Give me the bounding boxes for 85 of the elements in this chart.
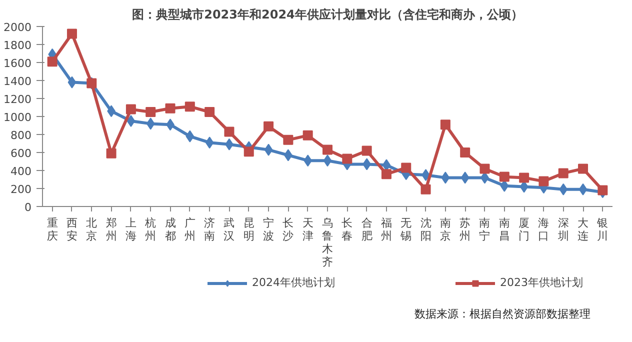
x-tick-label: 乌鲁木齐: [322, 216, 333, 268]
point: [126, 104, 136, 114]
y-tick-label: 2000: [4, 21, 32, 34]
point: [420, 184, 431, 194]
x-tick-label: 宁波: [263, 216, 274, 242]
point: [322, 144, 332, 155]
x-tick-label: 西安: [66, 216, 78, 242]
x-tick-label: 海口: [538, 216, 550, 242]
y-tick-label: 1600: [4, 57, 32, 70]
x-tick-label: 杭州: [144, 216, 156, 242]
point: [146, 107, 156, 117]
point: [441, 172, 450, 184]
x-tick-label: 福州: [380, 216, 392, 242]
point: [66, 28, 77, 39]
x-tick-label: 成都: [164, 216, 176, 242]
point: [519, 172, 530, 183]
x-tick-label: 广州: [184, 216, 196, 242]
legend-label: 2023年供地计划: [500, 275, 583, 290]
point: [47, 56, 58, 67]
x-tick-label: 济南: [204, 216, 216, 242]
point: [304, 154, 312, 167]
point: [184, 102, 195, 112]
x-tick-label: 上海: [125, 216, 136, 242]
point: [381, 169, 392, 180]
point: [499, 172, 510, 182]
x-tick-label: 昆明: [243, 216, 254, 242]
point: [323, 154, 332, 167]
x-tick-label: 厦门: [518, 216, 530, 242]
x-tick-label: 长沙: [282, 216, 294, 242]
x-tick-label: 深圳: [556, 216, 569, 242]
point: [146, 118, 155, 130]
y-tick-label: 1200: [4, 93, 32, 106]
point: [460, 172, 470, 184]
point: [224, 126, 234, 137]
x-tick-label: 南昌: [498, 216, 510, 242]
point: [205, 136, 214, 149]
point: [578, 183, 588, 196]
point: [106, 148, 116, 158]
x-tick-label: 北京: [86, 216, 98, 242]
y-tick-label: 1000: [4, 111, 32, 124]
point: [204, 107, 215, 117]
point: [264, 144, 273, 156]
y-tick-label: 1800: [4, 39, 32, 52]
x-tick-label: 苏州: [460, 216, 471, 242]
y-tick-label: 400: [10, 165, 32, 178]
x-tick-label: 沈阳: [420, 216, 432, 242]
x-tick-label: 银川: [596, 216, 608, 242]
x-tick-label: 南宁: [479, 216, 490, 242]
x-tick-label: 武汉: [224, 216, 235, 242]
point: [342, 154, 352, 164]
y-tick-label: 1400: [4, 75, 32, 88]
point: [598, 185, 608, 196]
x-tick-label: 南京: [440, 216, 451, 242]
x-tick-label: 郑州: [106, 216, 117, 242]
y-tick-label: 600: [10, 147, 32, 160]
point: [244, 146, 254, 157]
point: [165, 103, 176, 114]
x-tick-label: 天津: [302, 216, 314, 242]
point: [578, 164, 588, 174]
point: [460, 148, 470, 158]
y-tick-label: 200: [10, 183, 32, 196]
point: [538, 176, 549, 186]
point: [302, 130, 313, 140]
x-tick-label: 长春: [342, 216, 353, 242]
y-tick-label: 800: [10, 129, 32, 142]
point: [283, 134, 294, 145]
legend-label: 2024年供地计划: [252, 275, 335, 290]
chart-title: 图：典型城市2023年和2024年供应计划量对比（含住宅和商办，公顷）: [132, 8, 523, 22]
point: [401, 162, 412, 173]
x-tick-label: 无锡: [400, 216, 412, 242]
point: [558, 168, 568, 178]
point: [559, 183, 568, 196]
x-tick-label: 重庆: [46, 216, 58, 242]
point: [126, 115, 136, 127]
point: [68, 76, 76, 88]
point: [264, 121, 274, 132]
point: [480, 164, 490, 174]
y-tick-label: 0: [24, 201, 32, 214]
point: [362, 146, 372, 156]
x-tick-label: 大连: [578, 216, 589, 242]
x-tick-label: 合肥: [361, 216, 372, 242]
point: [186, 130, 194, 142]
point: [440, 120, 450, 130]
source-note: 数据来源：根据自然资源部数据整理: [414, 308, 590, 320]
point: [422, 169, 430, 181]
